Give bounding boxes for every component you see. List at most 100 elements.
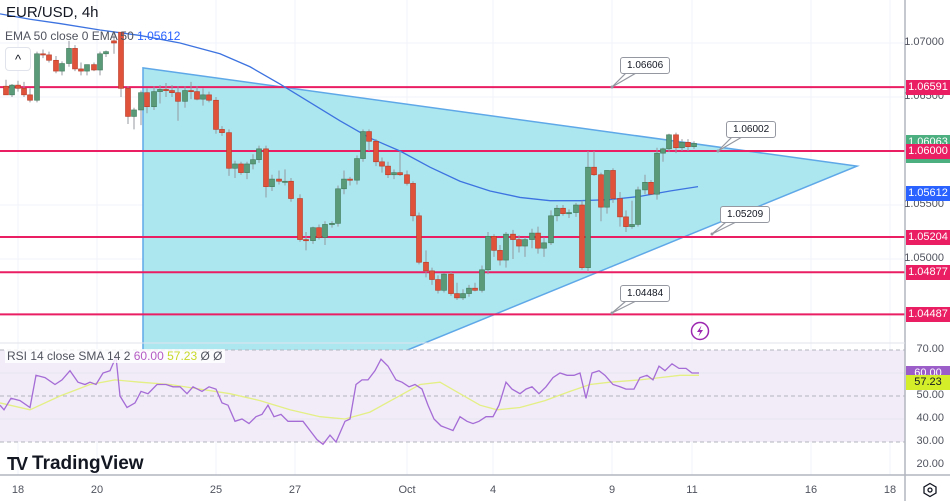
candle (423, 261, 429, 272)
collapse-legend-button[interactable]: ^ (5, 47, 31, 71)
price-axis-tick: 1.07000 (904, 36, 944, 48)
time-axis-label: 9 (608, 484, 616, 496)
candle (144, 92, 150, 108)
candle (131, 109, 137, 117)
candle (598, 174, 604, 208)
candle (479, 269, 485, 291)
candle (642, 182, 648, 191)
price-level-tag: 1.05612 (906, 185, 950, 201)
candle (591, 166, 597, 176)
time-axis-label: 20 (90, 484, 104, 496)
rsi-sma-line (0, 374, 699, 420)
candle (157, 89, 163, 92)
candle (316, 227, 322, 238)
candle (454, 293, 460, 299)
price-axis-tick: 1.05500 (904, 198, 944, 210)
candle (379, 161, 385, 167)
candle (322, 224, 328, 238)
candle (111, 40, 117, 44)
candle (679, 142, 685, 149)
rsi-legend-value: 60.00 (133, 349, 164, 363)
candle (503, 233, 509, 261)
candle (529, 232, 535, 240)
rsi-axis-tick: 30.00 (916, 435, 944, 447)
tradingview-logo[interactable]: TV TradingView (7, 453, 144, 475)
horizontal-level-lines[interactable] (0, 86, 905, 316)
price-axis-tick: 1.05000 (904, 252, 944, 264)
candle (410, 183, 416, 217)
candle (34, 53, 40, 101)
symbol-title[interactable]: EUR/USD, 4h (6, 4, 99, 21)
rsi-legend[interactable]: RSI 14 close SMA 14 2 60.00 57.23 Ø Ø (5, 349, 225, 363)
candle (263, 148, 269, 187)
candle (244, 163, 250, 173)
candle (391, 172, 397, 176)
tradingview-mark-icon: TV (7, 453, 28, 474)
rsi-axis-tick: 20.00 (916, 458, 944, 470)
time-axis-label: 18 (883, 484, 897, 496)
candle (441, 273, 447, 291)
replay-button[interactable] (690, 321, 710, 346)
candle (385, 165, 391, 176)
candle (78, 68, 84, 72)
candle (103, 51, 109, 55)
candle (472, 287, 478, 291)
rsi-sma-value-tag: 57.23 (906, 374, 950, 390)
rsi-line (0, 354, 699, 446)
candle (182, 90, 188, 102)
candle (97, 53, 103, 71)
rsi-legend-label: RSI 14 close SMA 14 2 (7, 349, 131, 363)
candle (648, 182, 654, 195)
ema-legend[interactable]: EMA 50 close 0 EMA 50 1.05612 (5, 29, 180, 43)
candle (548, 215, 554, 244)
candle (250, 159, 256, 165)
candle (329, 223, 335, 225)
candle (163, 89, 169, 91)
candle (691, 143, 697, 147)
candle (59, 63, 65, 72)
candle (522, 239, 528, 247)
candle (9, 84, 15, 96)
candle (269, 178, 275, 187)
candle (435, 279, 441, 291)
axis-settings-button[interactable] (920, 480, 940, 500)
candle (188, 90, 194, 93)
candle (21, 88, 27, 96)
candle (466, 287, 472, 294)
price-callout[interactable]: 1.04484 (620, 285, 671, 302)
candle (91, 64, 97, 71)
price-callout[interactable]: 1.06002 (726, 121, 777, 138)
price-level-tag: 1.06591 (906, 80, 950, 96)
candle (194, 91, 200, 100)
candle (416, 215, 422, 263)
candle (175, 92, 181, 102)
candle (617, 198, 623, 218)
candle (238, 163, 244, 173)
candle (573, 204, 579, 213)
price-level-tag: 1.05204 (906, 229, 950, 245)
candle (654, 152, 660, 195)
candle (666, 134, 672, 150)
candle (604, 170, 610, 208)
candle (404, 174, 410, 184)
time-axis-label: 18 (11, 484, 25, 496)
candle (366, 131, 372, 142)
candle (373, 140, 379, 163)
candle (151, 91, 157, 108)
price-level-tag: 1.06000 (906, 144, 950, 159)
chevron-up-icon: ^ (14, 51, 22, 67)
price-callout[interactable]: 1.06606 (620, 57, 671, 74)
price-level-tag: 1.04877 (906, 265, 950, 281)
candle (288, 180, 294, 199)
candle (360, 131, 366, 159)
candle (206, 94, 212, 101)
candle (226, 132, 232, 169)
candle (335, 188, 341, 224)
candle (200, 94, 206, 100)
price-callout[interactable]: 1.05209 (720, 206, 771, 223)
candle (460, 293, 466, 299)
candle (610, 170, 616, 199)
candle (256, 148, 262, 160)
candle (685, 142, 691, 147)
